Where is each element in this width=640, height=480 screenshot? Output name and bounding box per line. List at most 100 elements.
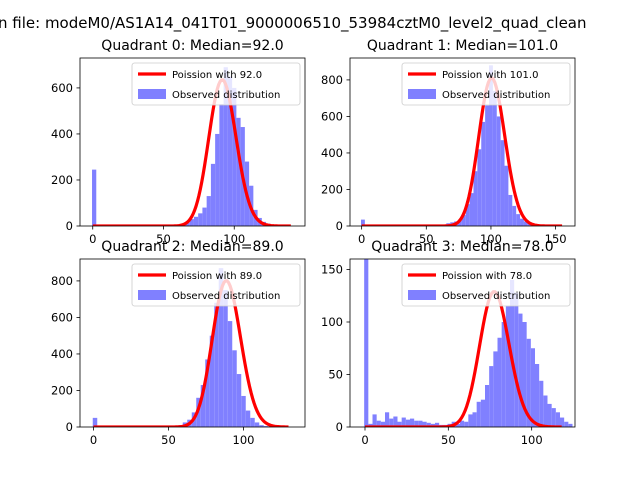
histogram-bar	[232, 350, 237, 427]
poisson-curve	[361, 76, 563, 226]
histogram-bar	[215, 133, 220, 226]
histogram-bar	[505, 306, 510, 427]
y-tick-label: 600	[51, 310, 73, 324]
histogram-bar	[236, 374, 242, 427]
histogram-bar	[520, 218, 524, 226]
histogram-bar	[489, 366, 494, 427]
panel-title: Quadrant 0: Median=92.0	[101, 38, 283, 54]
x-tick-label: 50	[156, 232, 171, 246]
histogram-bar	[501, 322, 506, 427]
histogram-bar	[560, 417, 565, 427]
x-tick-label: 150	[545, 232, 567, 246]
histogram-bar	[457, 219, 462, 226]
y-tick-label: 150	[321, 263, 343, 277]
histogram-bar	[489, 65, 493, 226]
histogram-bar	[464, 421, 469, 427]
x-tick-label: 0	[90, 433, 97, 447]
histogram-bar	[227, 321, 233, 427]
y-tick-label: 0	[66, 420, 73, 434]
legend-box	[401, 263, 571, 307]
histogram-bar	[468, 414, 473, 427]
poisson-curve	[92, 78, 292, 226]
panel-title: Quadrant 1: Median=101.0	[367, 38, 558, 54]
histogram-bar	[539, 380, 544, 427]
axes-frame	[79, 57, 306, 227]
figure-suptitle: n file: modeM0/AS1A14_041T01_9000006510_…	[0, 14, 587, 33]
histogram-bar	[401, 417, 406, 427]
x-tick-label: 0	[361, 433, 368, 447]
histogram-bar	[472, 412, 477, 427]
histogram-bar	[364, 259, 369, 427]
legend-observed-swatch	[408, 290, 436, 300]
histogram-bar	[477, 149, 482, 226]
histogram-bar	[210, 163, 216, 226]
histogram-bar	[236, 117, 241, 226]
histogram-bar	[189, 219, 194, 226]
axes-frame	[79, 258, 306, 428]
histogram-bar	[372, 414, 377, 427]
histogram-bar	[497, 337, 502, 427]
histogram-bar	[514, 292, 519, 427]
legend: Poission with 101.0 Observed distribution	[401, 62, 571, 106]
chart-panel-1: 0 50 100 150 0 200 400 600 800 Quadrant 1: Median…	[321, 38, 576, 246]
histogram-bar	[480, 399, 485, 427]
legend-observed-swatch	[408, 89, 436, 99]
histogram-bar	[551, 408, 556, 427]
histogram-bar	[198, 213, 203, 226]
histogram-bar	[245, 410, 251, 427]
histogram-bar	[547, 403, 552, 427]
histogram-bar	[193, 216, 199, 226]
x-tick-label: 100	[223, 232, 245, 246]
histogram-bar	[227, 76, 233, 226]
histogram-bar	[500, 140, 505, 226]
legend-observed-label: Observed distribution	[442, 291, 550, 302]
legend-observed-swatch	[138, 89, 166, 99]
histogram-bar	[410, 418, 415, 427]
chart-panel-3: 0 50 100 0 50 100 150 Quadrant 3: Median=78.0 Po…	[321, 239, 576, 447]
legend: Poission with 89.0 Observed distribution	[131, 263, 301, 307]
legend-observed-label: Observed distribution	[442, 90, 550, 101]
legend: Poission with 78.0 Observed distribution	[401, 263, 571, 307]
histogram-bar	[250, 417, 255, 427]
histogram-bar	[508, 194, 513, 226]
histogram-bar	[209, 335, 215, 427]
y-tick-label: 200	[51, 173, 73, 187]
legend-observed-swatch	[138, 290, 166, 300]
histogram-bar	[422, 421, 427, 427]
histogram-bar	[389, 418, 394, 427]
poisson-curve	[93, 279, 289, 427]
legend-poisson-label: Poission with 78.0	[442, 271, 532, 282]
y-tick-label: 200	[51, 383, 73, 397]
y-tick-label: 200	[321, 182, 343, 196]
legend-poisson-label: Poission with 101.0	[442, 70, 538, 81]
histogram-bar	[205, 359, 210, 427]
histogram-bar	[259, 425, 264, 427]
x-tick-label: 100	[480, 232, 502, 246]
y-tick-label: 400	[51, 127, 73, 141]
legend-box	[401, 62, 571, 106]
x-tick-label: 0	[89, 232, 96, 246]
y-tick-label: 0	[66, 219, 73, 233]
histogram-bar	[485, 105, 490, 226]
legend: Poission with 92.0 Observed distribution	[131, 62, 301, 106]
histogram-bar	[92, 169, 97, 226]
histogram-bar	[405, 419, 410, 427]
histogram-bar	[481, 121, 486, 226]
histogram-bar	[232, 87, 237, 226]
histogram-bar	[455, 423, 460, 427]
x-tick-label: 50	[441, 433, 456, 447]
histogram-bar	[476, 401, 481, 427]
histogram-bar	[473, 171, 478, 226]
y-tick-label: 0	[336, 219, 343, 233]
y-tick-label: 800	[321, 73, 343, 87]
histogram-bar	[263, 426, 269, 427]
histogram-bar	[555, 412, 560, 427]
histogram-bar	[493, 351, 498, 427]
histogram-bar	[397, 421, 402, 427]
histogram-bar	[393, 416, 398, 427]
histogram-bar	[360, 219, 365, 226]
y-tick-label: 100	[321, 315, 343, 329]
histogram-bar	[496, 116, 501, 226]
y-tick-label: 400	[321, 146, 343, 160]
